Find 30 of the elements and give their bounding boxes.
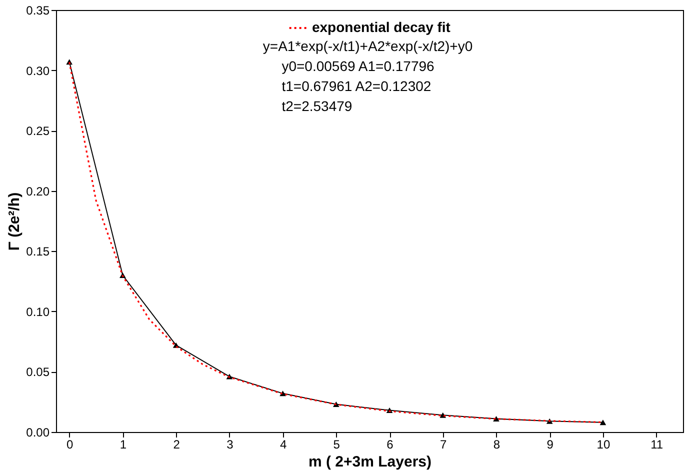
x-axis-title: m ( 2+3m Layers)	[308, 454, 432, 470]
x-tick-label: 6	[386, 438, 394, 452]
annotation: y0=0.00569 A1=0.17796	[282, 58, 435, 74]
x-tick-label: 9	[546, 438, 554, 452]
x-tick-label: 3	[226, 438, 234, 452]
point	[493, 416, 500, 422]
y-axis-title: Γ (2e²/h)	[6, 192, 24, 251]
x-tick-label: 5	[333, 438, 340, 452]
legend-label: exponential decay fit	[312, 19, 451, 35]
x-tick-label: 4	[280, 438, 287, 452]
x-tick-label: 8	[493, 438, 500, 452]
y-tick-label: 0.25	[26, 124, 50, 138]
y-tick-label: 0.00	[26, 426, 50, 440]
annotation: t2=2.53479	[282, 98, 352, 114]
point	[440, 412, 446, 418]
y-tick-label: 0.20	[26, 184, 50, 198]
y-tick-label: 0.10	[26, 304, 50, 319]
y-tick-label: 0.30	[26, 64, 50, 78]
y-tick-label: 0.35	[26, 4, 50, 18]
x-tick-label: 1	[120, 438, 127, 452]
x-tick-label: 11	[650, 438, 664, 452]
annotation: t1=0.67961 A2=0.12302	[282, 78, 432, 94]
x-tick-label: 2	[173, 438, 180, 452]
point	[600, 420, 606, 426]
x-tick-label: 10	[596, 438, 610, 452]
y-tick-label: 0.15	[26, 244, 50, 259]
annotation: y=A1*exp(-x/t1)+A2*exp(-x/t2)+y0	[262, 38, 473, 54]
y-tick-label: 0.05	[26, 365, 50, 380]
x-tick-label: 0	[66, 438, 74, 452]
x-tick-label: 7	[440, 438, 448, 452]
